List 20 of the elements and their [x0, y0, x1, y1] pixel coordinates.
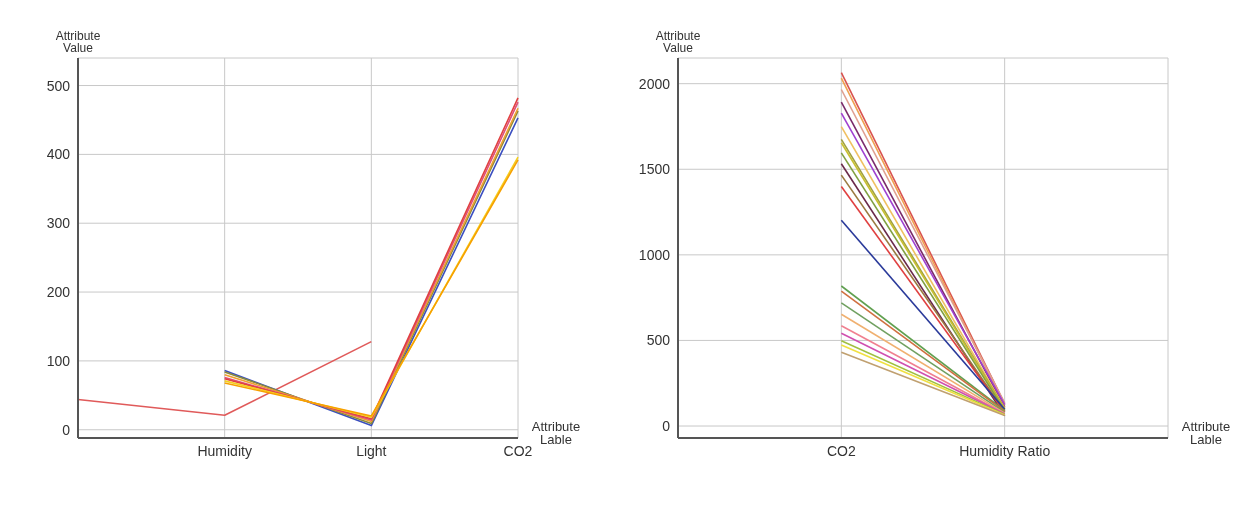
- x-tick-label: CO2: [826, 442, 856, 459]
- y-axis-title: Attribute Value: [55, 29, 101, 55]
- y-tick-label: 400: [46, 146, 71, 163]
- x-tick-label: CO2: [503, 442, 533, 459]
- x-axis-title: Attribute Lable: [1181, 419, 1231, 447]
- y-tick-label: 0: [62, 421, 71, 438]
- y-axis-title: Attribute Value: [655, 29, 701, 55]
- y-tick-label: 1000: [638, 246, 671, 263]
- y-tick-label: 500: [46, 77, 71, 94]
- y-tick-label: 500: [646, 332, 671, 349]
- x-tick-label: Light: [356, 442, 387, 459]
- y-tick-label: 200: [46, 284, 71, 301]
- x-tick-label: Humidity Ratio: [959, 442, 1051, 459]
- x-axis-title: Attribute Lable: [531, 419, 581, 447]
- y-tick-label: 100: [46, 352, 71, 369]
- y-tick-label: 0: [662, 417, 671, 434]
- y-tick-label: 1500: [638, 161, 671, 178]
- x-tick-label: Humidity: [197, 442, 252, 459]
- y-tick-label: 300: [46, 215, 71, 232]
- y-tick-label: 2000: [638, 75, 671, 92]
